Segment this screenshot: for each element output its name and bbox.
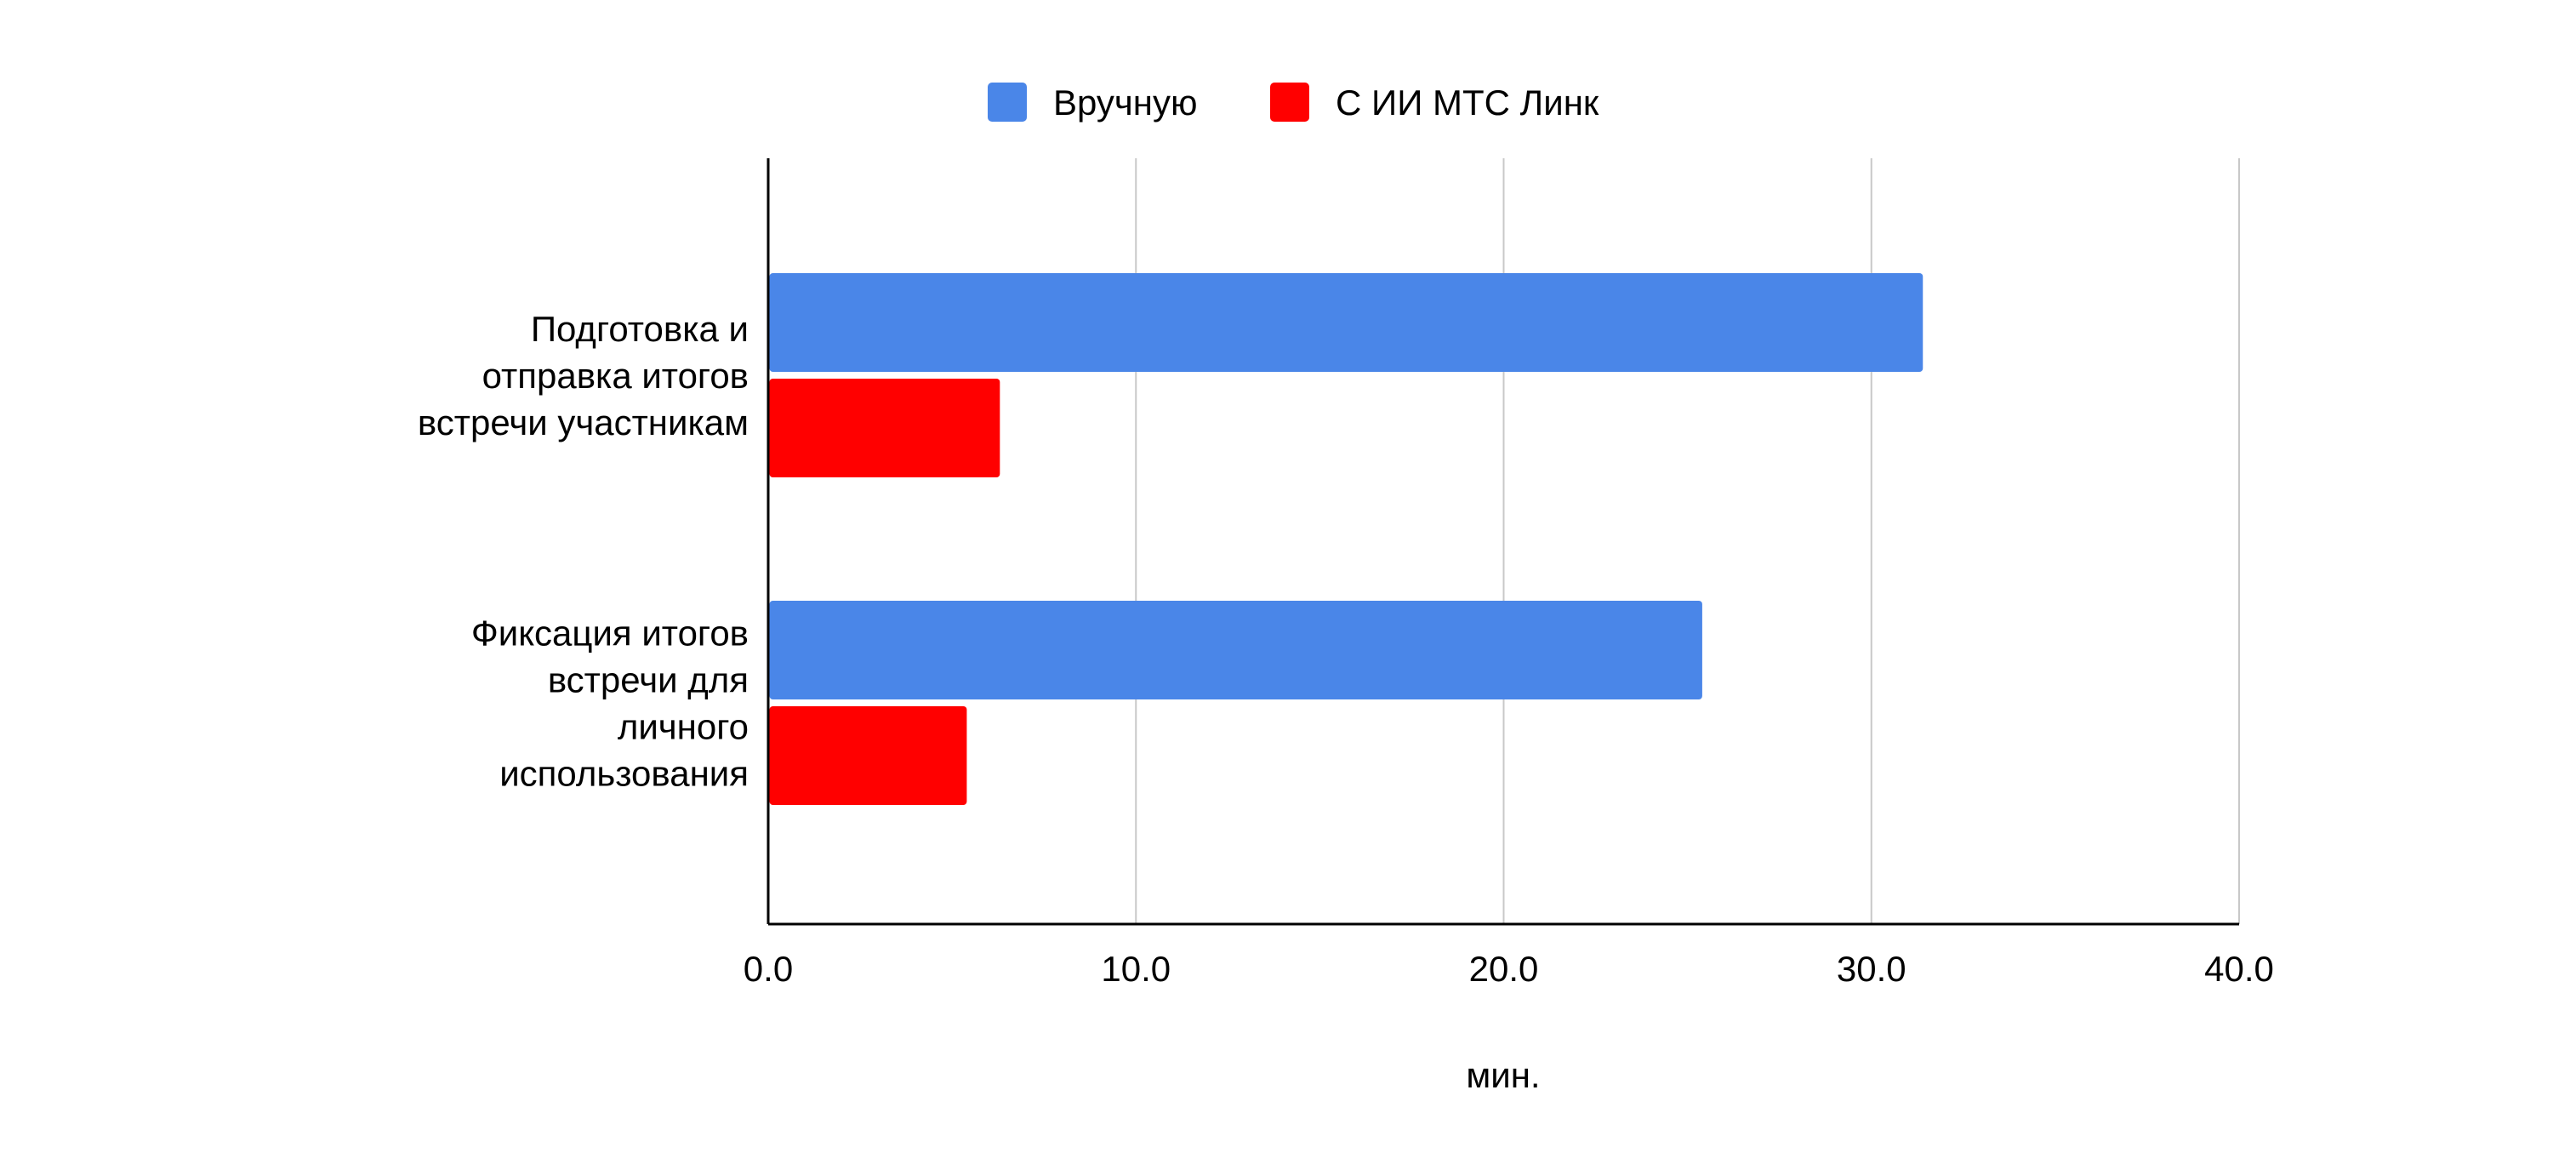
x-tick-label: 40.0 <box>2204 949 2274 989</box>
category-label-line: отправка итогов <box>482 356 749 396</box>
legend-swatch <box>1270 83 1309 122</box>
category-label-line: Фиксация итогов <box>471 614 749 653</box>
x-axis-title: мин. <box>1466 1055 1540 1095</box>
legend-label: Вручную <box>1053 83 1197 123</box>
bar-ai-1 <box>769 379 1000 477</box>
bar-manual-2 <box>769 601 1702 699</box>
bars <box>769 273 1923 805</box>
category-label-line: Подготовка и <box>531 309 749 349</box>
category-labels: Подготовка и отправка итогов встречи участ… <box>418 309 749 794</box>
x-tick-label: 10.0 <box>1101 949 1171 989</box>
legend-label: С ИИ МТС Линк <box>1336 83 1599 123</box>
category-label-line: личного <box>618 707 749 747</box>
category-label-line: встречи для <box>548 660 749 700</box>
x-tick-labels: 0.0 10.0 20.0 30.0 40.0 <box>744 949 2274 989</box>
axes <box>767 158 2239 926</box>
category-label-line: использования <box>499 754 749 794</box>
legend: Вручную С ИИ МТС Линк <box>988 83 1599 123</box>
bar-manual-1 <box>769 273 1923 372</box>
x-tick-label: 20.0 <box>1469 949 1539 989</box>
bar-ai-2 <box>769 706 967 805</box>
legend-swatch <box>988 83 1027 122</box>
x-tick-label: 0.0 <box>744 949 793 989</box>
category-label-line: встречи участникам <box>418 402 749 442</box>
x-tick-label: 30.0 <box>1837 949 1906 989</box>
